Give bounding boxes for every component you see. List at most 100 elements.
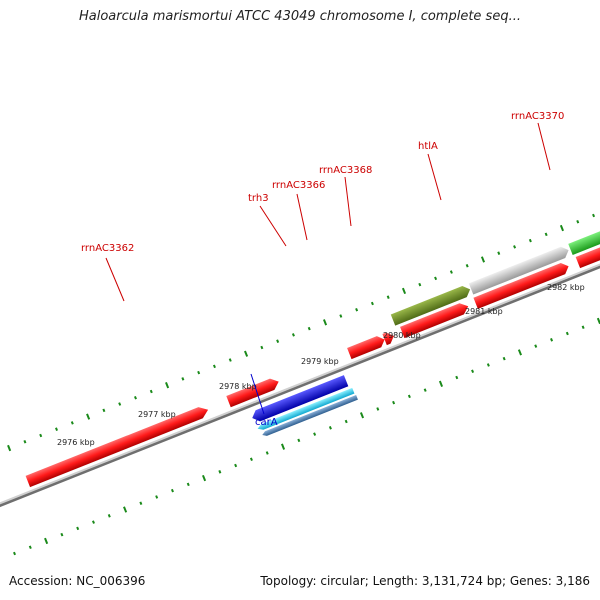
forward-tick-mark (307, 326, 311, 331)
forward-tick-mark (513, 245, 517, 249)
gene-rrnAC3366[interactable] (400, 301, 470, 339)
reverse-tick-mark (581, 325, 585, 330)
reverse-tick-mark (139, 501, 143, 506)
label-rrnAC3366: rrnAC3366 (272, 180, 325, 191)
forward-tick-mark (102, 408, 106, 413)
kbp-label-2978: 2978 kbp (219, 382, 257, 391)
reverse-tick-mark (486, 363, 490, 367)
forward-tick-mark (212, 364, 216, 369)
forward-tick-mark (134, 395, 137, 400)
kbp-label-2981: 2981 kbp (465, 307, 503, 316)
forward-tick-mark (544, 232, 548, 237)
reverse-tick-mark (218, 470, 222, 474)
forward-tick-mark (576, 219, 580, 224)
reverse-tick-mark (313, 432, 317, 436)
reverse-tick-mark (550, 338, 554, 342)
forward-tick-mark (434, 276, 438, 281)
reverse-tick-mark (534, 344, 538, 348)
feature-labels: rrnAC3362 trh3 rrnAC3366 rrnAC3368 htlA … (81, 111, 564, 428)
label-rrnAC3362: rrnAC3362 (81, 243, 134, 254)
label-rrnAC3368: rrnAC3368 (319, 165, 372, 176)
label-trh3: trh3 (248, 193, 269, 204)
reverse-tick-mark (328, 426, 332, 430)
reverse-tick-mark (155, 495, 159, 499)
forward-tick-mark (23, 439, 27, 444)
reverse-tick-mark (297, 438, 301, 443)
topology-summary: Topology: circular; Length: 3,131,724 bp… (260, 574, 590, 588)
sequence-title: Haloarcula marismortui ATCC 43049 chromo… (79, 9, 521, 24)
forward-tick-mark (55, 427, 58, 431)
forward-tick-mark (449, 270, 453, 274)
reverse-tick-mark (13, 551, 16, 556)
forward-tick-mark (70, 421, 74, 425)
label-htlA: htlA (418, 141, 438, 152)
forward-tick-mark (149, 389, 153, 394)
reverse-tick-mark (186, 482, 190, 487)
forward-tick-mark (497, 251, 501, 255)
reverse-tick-mark (407, 394, 411, 399)
forward-tick-mark (86, 413, 91, 420)
reverse-tick-mark (359, 412, 365, 419)
reverse-tick-mark (438, 380, 444, 387)
forward-tick-mark (260, 345, 264, 350)
forward-tick-mark (276, 339, 280, 343)
reverse-tick-mark (92, 520, 95, 524)
gene-htlA[interactable] (468, 245, 576, 309)
forward-tick-mark (322, 319, 328, 326)
gene-carA[interactable] (250, 374, 358, 439)
gene-red-2[interactable] (226, 376, 281, 408)
forward-tick-mark (401, 287, 407, 295)
kbp-scale-labels: 2976 kbp 2977 kbp 2978 kbp 2979 kbp 2980… (57, 283, 585, 447)
forward-tick-mark (592, 213, 596, 218)
forward-tick-mark (370, 301, 374, 306)
reverse-tick-mark (76, 526, 80, 531)
reverse-tick-mark (565, 331, 569, 336)
genome-track-group (0, 186, 600, 556)
reverse-tick-mark (517, 349, 522, 356)
forward-tick-mark (386, 295, 390, 299)
reverse-tick-mark (471, 369, 475, 374)
reverse-tick-mark (455, 375, 459, 380)
reverse-tick-mark (202, 474, 207, 482)
reverse-tick-mark (423, 388, 427, 392)
forward-tick-mark (181, 377, 185, 381)
reverse-tick-mark (107, 514, 111, 518)
forward-tick-mark (7, 444, 12, 452)
reverse-tick-mark (60, 532, 64, 537)
kbp-label-2979: 2979 kbp (301, 357, 339, 366)
gene-rrnAC3370[interactable] (568, 186, 600, 269)
kbp-label-2980: 2980 kbp (383, 331, 421, 340)
forward-tick-mark (559, 224, 564, 232)
reverse-tick-mark (28, 545, 32, 550)
forward-genes[interactable] (20, 186, 600, 488)
reverse-tick-mark (502, 356, 506, 361)
reverse-tick-mark (170, 488, 174, 493)
kbp-label-2976: 2976 kbp (57, 438, 95, 447)
reverse-genes[interactable] (250, 374, 358, 439)
label-carA: carA (255, 417, 278, 428)
forward-tick-mark (528, 238, 532, 243)
reverse-tick-mark (249, 457, 253, 462)
forward-tick-mark (197, 370, 201, 375)
reverse-tick-mark (44, 537, 49, 545)
forward-tick-mark (480, 256, 486, 263)
gene-rrnAC3362[interactable] (25, 404, 211, 488)
reverse-tick-mark (392, 400, 396, 405)
forward-tick-track (7, 213, 596, 452)
gene-rrnAC3368[interactable] (390, 284, 473, 326)
reverse-tick-mark (344, 419, 348, 424)
forward-tick-mark (339, 314, 343, 318)
reverse-tick-mark (234, 463, 238, 468)
kbp-label-2982: 2982 kbp (547, 283, 585, 292)
reverse-tick-mark (376, 407, 380, 411)
accession-number: Accession: NC_006396 (9, 574, 146, 588)
forward-tick-mark (291, 333, 295, 337)
gene-trh3[interactable] (347, 330, 396, 360)
forward-tick-mark (165, 382, 170, 389)
kbp-label-2977: 2977 kbp (138, 410, 176, 419)
chromosome-backbone (0, 186, 600, 524)
label-rrnAC3370: rrnAC3370 (511, 111, 564, 122)
forward-tick-mark (228, 358, 232, 362)
